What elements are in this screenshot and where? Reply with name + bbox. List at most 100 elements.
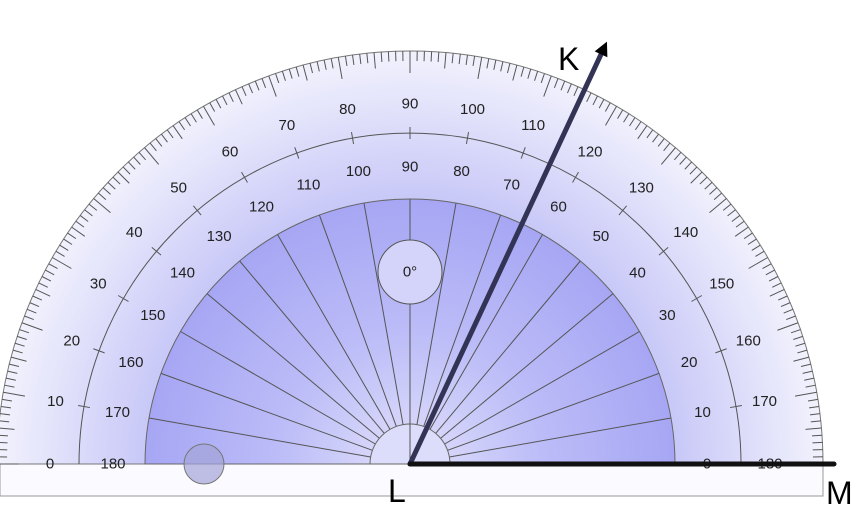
tick-mark	[373, 52, 376, 69]
tick-mark	[84, 209, 93, 217]
spoke-line	[416, 202, 457, 425]
tick-mark	[222, 95, 228, 106]
tick-mark	[268, 75, 277, 97]
tick-mark	[149, 142, 157, 152]
tick-mark	[605, 106, 617, 126]
tick-mark	[102, 187, 111, 195]
tick-mark	[26, 308, 37, 314]
tick-mark	[17, 335, 27, 340]
tick-mark	[812, 441, 823, 444]
inner-scale-label: 40	[629, 265, 646, 282]
ring-tick	[192, 205, 202, 216]
outer-scale-label: 50	[170, 180, 187, 197]
inner-scale-labels: 180 170 160 150 140 130 120 110 100 90 80 70 60 50 40 3…	[100, 159, 711, 473]
tick-mark	[657, 138, 665, 147]
outer-scale-label: 170	[752, 393, 777, 410]
inner-scale-label: 100	[346, 163, 371, 180]
tick-mark	[709, 198, 727, 214]
tick-mark	[437, 51, 440, 63]
tick-mark	[684, 161, 693, 170]
tick-mark	[793, 335, 803, 340]
ring-tick	[658, 246, 669, 256]
tick-mark	[88, 203, 98, 211]
tick-mark	[316, 61, 320, 72]
point-label-m: M	[826, 475, 853, 511]
tick-mark	[805, 427, 822, 430]
tick-mark	[19, 329, 30, 334]
tick-mark	[155, 138, 163, 147]
spoke-line	[435, 260, 581, 434]
tick-mark	[7, 370, 18, 374]
tick-mark	[241, 86, 247, 97]
ring-tick	[572, 171, 579, 183]
spoke-line	[363, 202, 404, 425]
tick-mark	[755, 250, 765, 257]
tick-mark	[107, 181, 116, 190]
tick-mark	[71, 226, 86, 237]
tick-mark	[14, 342, 25, 347]
ring-tick	[241, 171, 248, 183]
spoke-line	[239, 260, 385, 434]
tick-mark	[117, 171, 130, 184]
tick-mark	[689, 166, 698, 175]
tick-mark	[451, 53, 454, 64]
tick-mark	[777, 322, 799, 331]
spoke-line	[206, 293, 380, 439]
tick-mark	[795, 342, 806, 347]
tick-mark	[598, 99, 605, 109]
tick-mark	[209, 102, 216, 112]
tick-mark	[793, 356, 810, 362]
tick-mark	[0, 442, 8, 444]
tick-mark	[768, 276, 779, 282]
tick-mark	[3, 391, 26, 397]
tick-mark	[527, 68, 532, 79]
tick-mark	[507, 63, 511, 74]
ring-tick	[117, 295, 129, 302]
tick-mark	[805, 384, 816, 388]
ray-lk	[407, 51, 604, 467]
tick-mark	[138, 151, 146, 161]
ring-tick	[151, 246, 162, 256]
tick-mark	[790, 329, 801, 334]
tick-mark	[709, 187, 718, 195]
tick-mark	[465, 54, 468, 65]
tick-mark	[540, 73, 545, 84]
tick-mark	[45, 269, 55, 276]
tick-mark	[254, 80, 260, 91]
tick-mark	[472, 56, 476, 67]
spoke-line	[423, 214, 502, 427]
tick-mark	[765, 269, 775, 276]
tick-mark	[458, 54, 461, 65]
tick-mark	[387, 51, 390, 62]
tick-mark	[560, 80, 566, 91]
tick-mark	[248, 83, 253, 94]
outer-scale-label: 30	[90, 276, 107, 293]
tick-mark	[380, 51, 383, 63]
tick-mark	[735, 220, 745, 228]
tick-mark	[144, 147, 160, 165]
drag-handle-circle[interactable]	[183, 443, 225, 485]
tick-mark	[215, 99, 222, 109]
tick-mark	[38, 282, 49, 288]
tick-mark	[112, 176, 121, 185]
tick-mark	[747, 238, 757, 245]
tick-mark	[178, 121, 186, 131]
ring-tick	[93, 348, 105, 354]
tick-mark	[309, 63, 313, 74]
tick-mark	[55, 250, 65, 257]
point-label-k: K	[558, 41, 579, 77]
tick-mark	[48, 263, 58, 270]
inner-scale-label: 150	[140, 307, 165, 324]
tick-mark	[786, 315, 796, 321]
outer-scale-label: 40	[126, 224, 143, 241]
tick-mark	[32, 295, 43, 301]
outer-scale-label: 140	[673, 224, 698, 241]
outer-scale-label: 100	[460, 101, 485, 118]
outer-scale-label: 90	[402, 96, 419, 113]
spoke-line	[277, 234, 391, 430]
tick-mark	[663, 142, 671, 152]
tick-mark	[734, 226, 749, 237]
tick-mark	[161, 133, 168, 143]
tick-mark	[543, 75, 552, 97]
